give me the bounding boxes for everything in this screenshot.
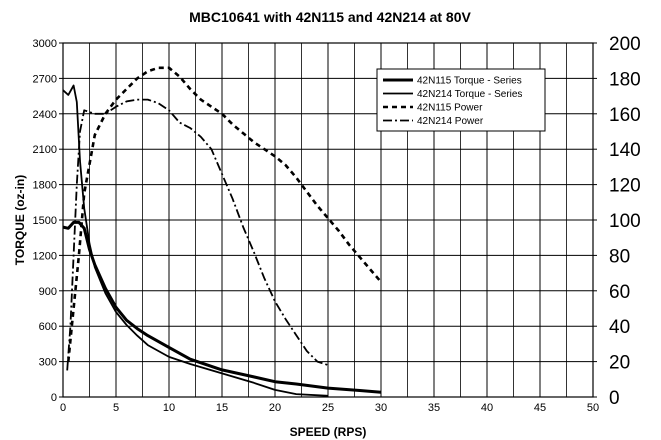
- y-tick-label: 3000: [33, 38, 57, 50]
- y2-tick-label: 0: [609, 388, 620, 409]
- y2-tick-label: 140: [609, 140, 641, 161]
- y-tick-label: 1800: [33, 180, 57, 192]
- series-line-4: [66, 98, 329, 371]
- x-tick-label: 50: [587, 402, 599, 414]
- series-line-2: [62, 84, 329, 397]
- y-tick-label: 600: [39, 321, 57, 333]
- y-tick-label: 900: [39, 286, 57, 298]
- legend-label: 42N214 Torque - Series: [417, 89, 522, 100]
- x-tick-label: 40: [481, 402, 493, 414]
- y-tick-label: 2100: [33, 144, 57, 156]
- y2-tick-label: 180: [609, 69, 641, 90]
- plot-border: [62, 42, 594, 398]
- legend-label: 42N115 Torque - Series: [417, 76, 522, 87]
- y2-tick-label: 40: [609, 317, 630, 338]
- x-tick-label: 0: [60, 402, 66, 414]
- axes: 0 5 10 15 20 25 30 35 40 45 5003006009001200150018…: [33, 34, 641, 414]
- series-lines: [62, 66, 382, 397]
- y-tick-label: 2400: [33, 109, 57, 121]
- x-tick-label: 45: [534, 402, 546, 414]
- legend-label: 42N115 Power: [417, 103, 483, 114]
- legend: 42N115 Torque - Series 42N214 Torque - Se…: [376, 68, 546, 132]
- y-tick-label: 0: [51, 392, 57, 404]
- x-tick-label: 5: [113, 402, 119, 414]
- x-axis-title: SPEED (RPS): [290, 425, 367, 439]
- y-axis-title: TORQUE (oz-in): [13, 175, 27, 265]
- x-tick-label: 35: [428, 402, 440, 414]
- y2-tick-label: 200: [609, 34, 641, 55]
- chart-title: MBC10641 with 42N115 and 42N214 at 80V: [189, 9, 471, 25]
- y2-tick-label: 120: [609, 176, 641, 197]
- series-line-3: [67, 66, 382, 362]
- legend-label: 42N214 Power: [417, 116, 484, 127]
- y2-tick-label: 160: [609, 105, 641, 126]
- x-tick-label: 25: [322, 402, 334, 414]
- x-tick-label: 15: [216, 402, 228, 414]
- x-tick-label: 10: [163, 402, 175, 414]
- y2-tick-label: 60: [609, 282, 630, 303]
- y-tick-label: 300: [39, 357, 57, 369]
- y2-tick-label: 100: [609, 211, 641, 232]
- y-tick-label: 2700: [33, 73, 57, 85]
- x-tick-label: 30: [375, 402, 387, 414]
- x-tick-label: 20: [269, 402, 281, 414]
- y-tick-label: 1500: [33, 215, 57, 227]
- y2-tick-label: 20: [609, 353, 630, 374]
- y-tick-label: 1200: [33, 250, 57, 262]
- y2-tick-label: 80: [609, 246, 630, 267]
